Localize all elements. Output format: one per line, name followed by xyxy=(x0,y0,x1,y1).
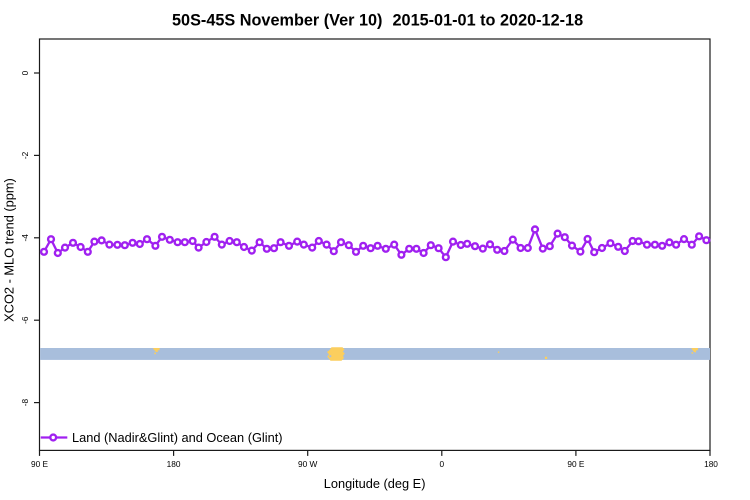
svg-text:90 E: 90 E xyxy=(31,459,49,469)
svg-text:Longitude (deg E): Longitude (deg E) xyxy=(324,476,426,491)
svg-text:-8: -8 xyxy=(20,399,30,407)
svg-text:XCO2 - MLO trend (ppm): XCO2 - MLO trend (ppm) xyxy=(2,178,17,322)
svg-text:-6: -6 xyxy=(20,316,30,324)
svg-text:0: 0 xyxy=(439,459,444,469)
svg-text:90 W: 90 W xyxy=(298,459,318,469)
svg-text:-2: -2 xyxy=(20,151,30,159)
svg-text:180: 180 xyxy=(704,459,718,469)
svg-text:90 E: 90 E xyxy=(567,459,585,469)
svg-text:0: 0 xyxy=(20,70,30,75)
svg-text:-4: -4 xyxy=(20,234,30,242)
svg-text:Land (Nadir&Glint) and Ocean (: Land (Nadir&Glint) and Ocean (Glint) xyxy=(72,430,283,445)
svg-text:2015-01-01 to 2020-12-18: 2015-01-01 to 2020-12-18 xyxy=(393,11,584,29)
svg-text:50S-45S November (Ver 10): 50S-45S November (Ver 10) xyxy=(172,11,382,29)
svg-text:180: 180 xyxy=(167,459,181,469)
